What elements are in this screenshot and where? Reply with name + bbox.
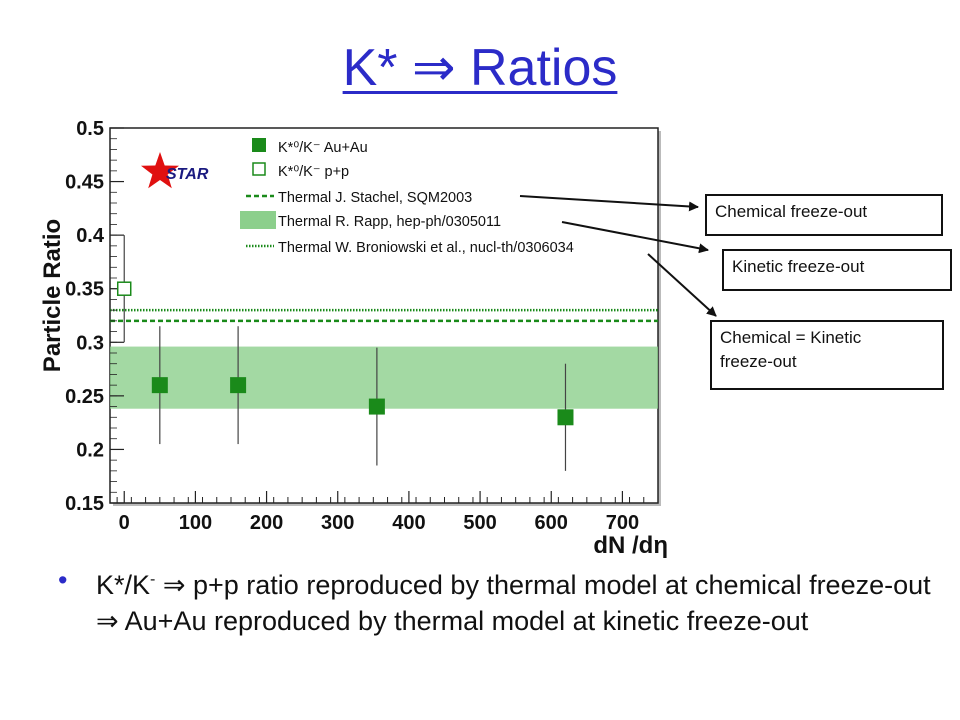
x-tick-label: 200 [250, 512, 283, 534]
band-rapp [110, 346, 658, 409]
y-tick-label: 0.4 [76, 225, 105, 247]
y-tick-label: 0.35 [65, 279, 104, 301]
y-tick-label: 0.5 [76, 118, 104, 140]
x-tick-label: 300 [321, 512, 354, 534]
x-axis-label: dN /dη [593, 532, 668, 559]
callout-kinetic-freezeout: Kinetic freeze-out [722, 249, 952, 291]
y-tick-label: 0.2 [76, 439, 104, 461]
particle-ratio-chart: 0 100 200 300 400 500 600 700 0.15 0.2 0.25 0.3 0.35… [39, 118, 717, 559]
x-tick-label: 500 [463, 512, 496, 534]
legend-label: Thermal J. Stachel, SQM2003 [278, 190, 472, 206]
legend-marker-rapp [240, 211, 276, 229]
chart-legend: K*⁰/K⁻ Au+Au K*⁰/K⁻ p+p Thermal J. Stachel… [240, 138, 574, 256]
y-tick-label: 0.3 [76, 332, 104, 354]
x-tick-label: 100 [179, 512, 212, 534]
x-tick-label: 700 [606, 512, 639, 534]
legend-label: K*⁰/K⁻ p+p [278, 164, 349, 180]
arrow-kinetic [561, 221, 709, 254]
legend-label: K*⁰/K⁻ Au+Au [278, 140, 368, 156]
y-tick-label: 0.45 [65, 172, 104, 194]
plot-frame [109, 127, 659, 504]
legend-label: Thermal R. Rapp, hep-ph/0305011 [278, 214, 501, 230]
legend-label: Thermal W. Broniowski et al., nucl-th/03… [278, 240, 574, 256]
arrow-chemical [519, 195, 699, 212]
legend-marker-auau [252, 138, 266, 152]
bullet-icon: • [58, 565, 68, 595]
data-point-auau [557, 409, 574, 426]
arrow-chem-kin [647, 253, 717, 317]
star-logo-text: STAR [166, 166, 209, 183]
slide-title: K* ⇒ Ratios [342, 39, 618, 97]
x-tick-label: 0 [119, 512, 130, 534]
data-point-pp [116, 281, 132, 296]
x-tick-label: 600 [535, 512, 568, 534]
legend-marker-pp [252, 162, 266, 176]
y-tick-label: 0.15 [65, 493, 104, 515]
data-point-auau [151, 377, 168, 394]
y-tick-label: 0.25 [65, 386, 104, 408]
data-point-auau [368, 398, 385, 415]
y-axis-label: Particle Ratio [39, 219, 66, 372]
callout-chemical-equals-kinetic: Chemical = Kinetic freeze-out [710, 320, 944, 390]
data-point-auau [230, 377, 247, 394]
star-logo-icon [141, 152, 179, 189]
x-tick-label: 400 [392, 512, 425, 534]
callout-chemical-freezeout: Chemical freeze-out [705, 194, 943, 236]
bullet-point: • K*/K- ⇒ p+p ratio reproduced by therma… [58, 562, 938, 639]
